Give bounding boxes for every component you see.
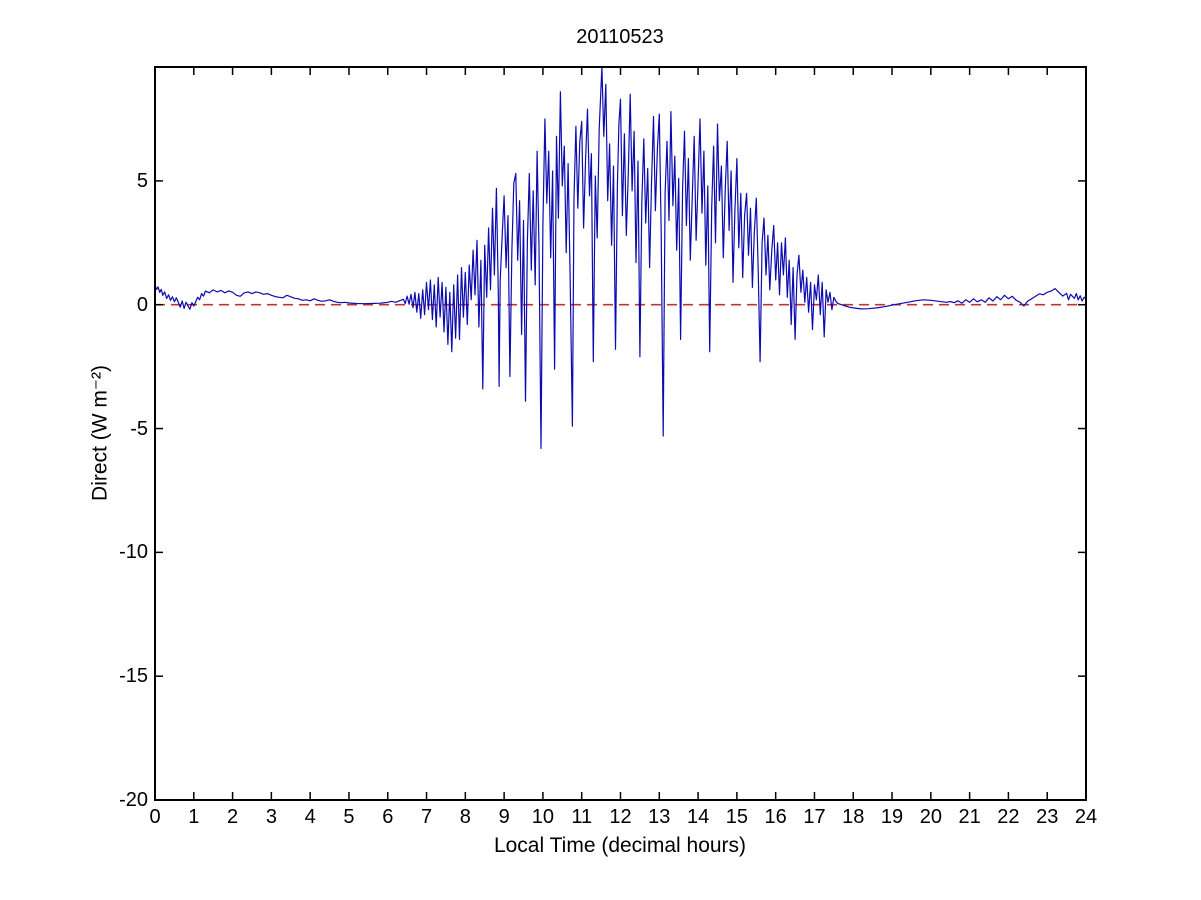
- x-tick-label: 20: [919, 806, 942, 828]
- x-tick-label: 8: [459, 806, 471, 828]
- x-tick-label: 19: [880, 806, 904, 828]
- chart-title: 20110523: [576, 26, 664, 48]
- x-tick-label: 4: [304, 806, 316, 828]
- y-tick-label: 5: [136, 169, 148, 192]
- y-tick-label: -10: [119, 541, 148, 564]
- x-tick-label: 22: [997, 806, 1020, 828]
- x-tick-label: 14: [686, 806, 710, 828]
- x-tick-label: 6: [382, 806, 394, 828]
- x-axis-label: Local Time (decimal hours): [493, 834, 747, 857]
- x-tick-label: 3: [265, 806, 277, 828]
- x-tick-label: 7: [420, 806, 433, 828]
- y-tick-label: 0: [136, 293, 148, 316]
- x-tick-label: 13: [648, 806, 671, 828]
- y-tick-label: -20: [119, 789, 148, 811]
- x-tick-label: 18: [842, 806, 865, 828]
- x-tick-label: 11: [571, 806, 593, 828]
- y-tick-label: -15: [119, 665, 148, 688]
- y-tick-label: -5: [130, 417, 148, 440]
- x-tick-label: 5: [343, 806, 355, 828]
- data-line: [154, 66, 1087, 449]
- x-tick-label: 2: [227, 806, 239, 828]
- x-tick-label: 23: [1036, 806, 1059, 828]
- plot-frame: [154, 66, 1087, 801]
- x-tick-label: 16: [764, 806, 787, 828]
- x-tick-label: 15: [725, 806, 748, 828]
- x-tick-label: 1: [188, 806, 200, 828]
- x-tick-label: 12: [609, 806, 632, 828]
- x-tick-label: 9: [498, 806, 510, 828]
- x-tick-label: 17: [803, 806, 826, 828]
- x-tick-label: 21: [958, 806, 981, 828]
- x-tick-label: 0: [149, 806, 161, 828]
- x-tick-label: 10: [531, 806, 555, 828]
- x-tick-label: 24: [1074, 806, 1098, 828]
